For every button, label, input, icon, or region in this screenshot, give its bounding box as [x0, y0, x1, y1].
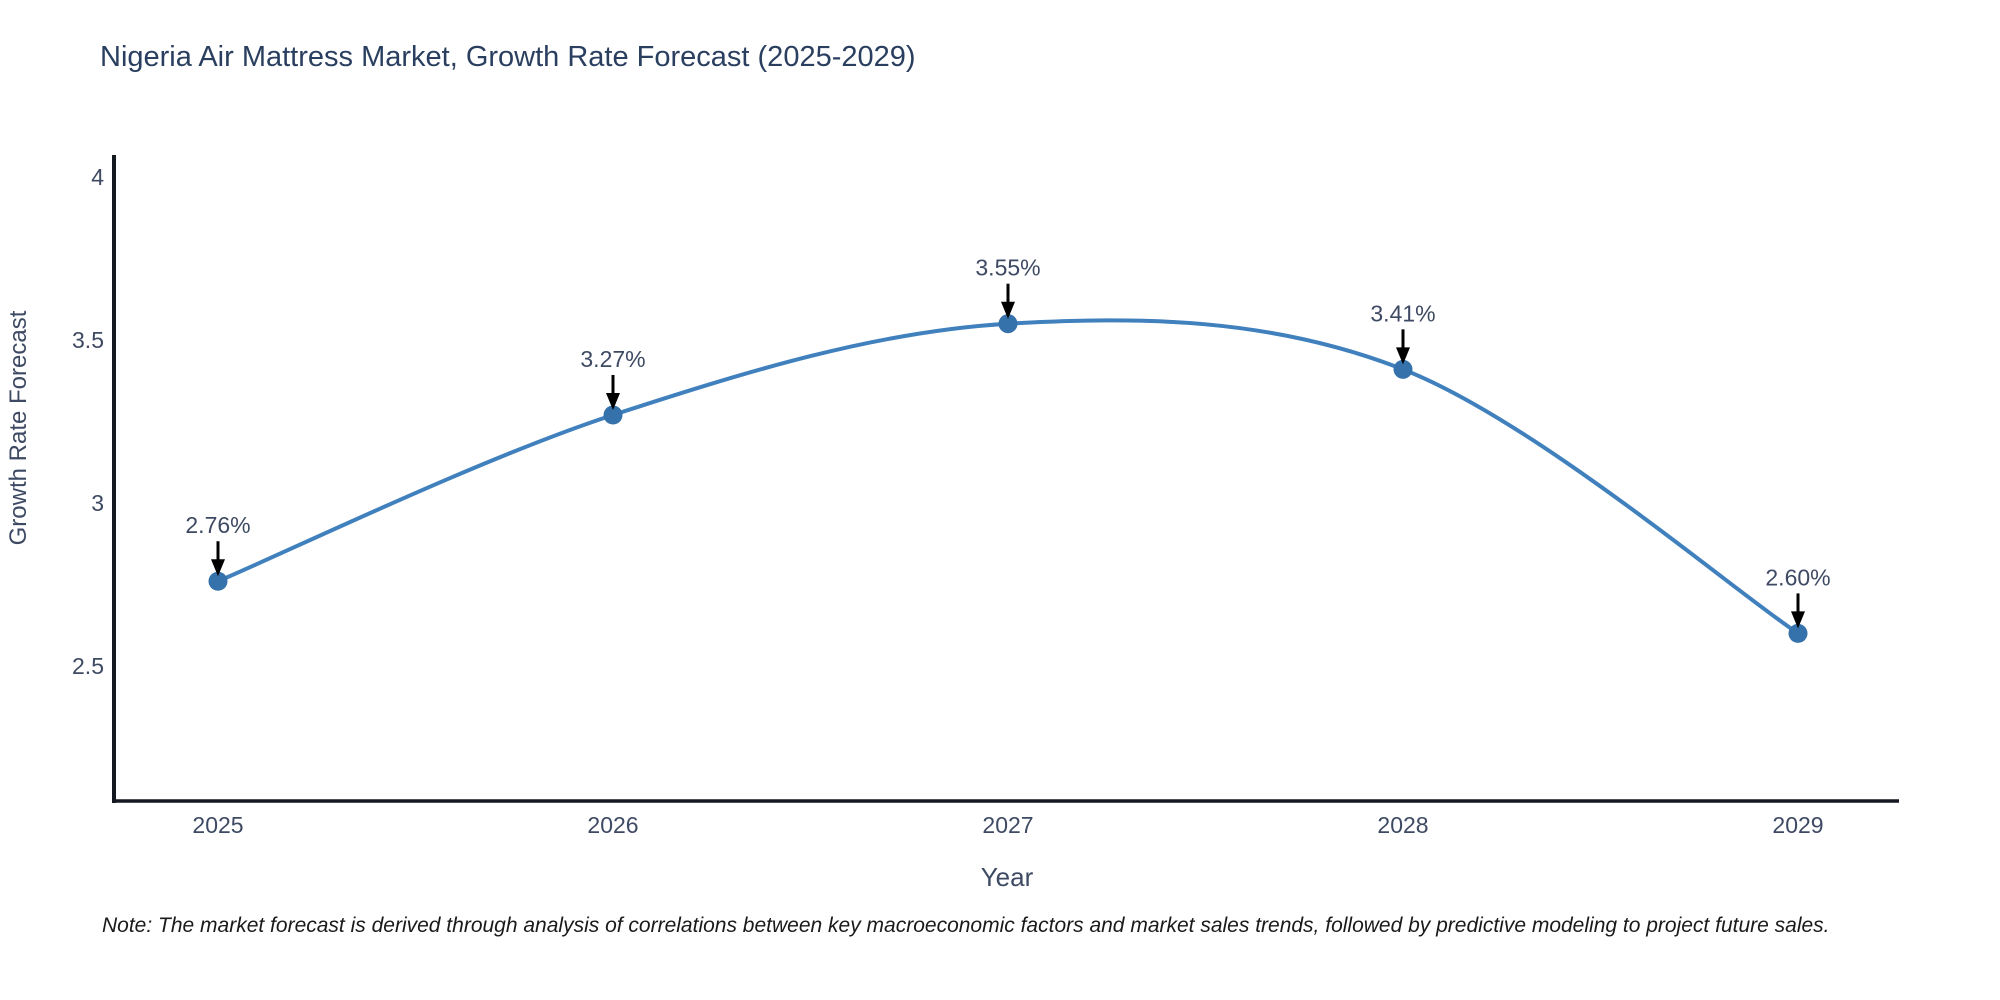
forecast-spline — [216, 318, 1800, 636]
y-axis-tick-labels: 4 3.5 3 2.5 — [72, 164, 104, 679]
footnote: Note: The market forecast is derived thr… — [102, 914, 1830, 937]
data-point-markers — [208, 314, 1808, 643]
point-value-label: 2.60% — [1765, 564, 1830, 590]
annotation-arrowhead-icon — [1001, 301, 1015, 319]
x-tick-label: 2025 — [192, 812, 243, 838]
chart-title: Nigeria Air Mattress Market, Growth Rate… — [100, 41, 916, 73]
data-point-marker — [208, 571, 228, 591]
y-tick-label: 2.5 — [72, 653, 104, 679]
x-tick-label: 2026 — [587, 812, 638, 838]
point-value-label: 3.55% — [975, 255, 1040, 281]
data-point-marker — [603, 405, 623, 425]
x-axis-title: Year — [981, 862, 1034, 892]
point-value-label: 3.41% — [1370, 300, 1435, 326]
y-tick-label: 4 — [91, 164, 104, 190]
data-point-marker — [998, 314, 1018, 334]
y-tick-label: 3.5 — [72, 327, 104, 353]
y-tick-label: 3 — [91, 490, 104, 516]
forecast-line-path — [216, 318, 1800, 636]
point-value-label: 3.27% — [580, 346, 645, 372]
x-tick-label: 2029 — [1772, 812, 1823, 838]
annotation-arrowhead-icon — [1791, 611, 1805, 629]
y-axis-title: Growth Rate Forecast — [5, 310, 32, 545]
annotation-arrowhead-icon — [211, 559, 225, 577]
data-point-marker — [1788, 623, 1808, 643]
annotation-arrowhead-icon — [1396, 347, 1410, 365]
x-axis-tick-labels: 2025 2026 2027 2028 2029 — [192, 812, 1823, 838]
point-value-label: 2.76% — [185, 512, 250, 538]
x-tick-label: 2027 — [982, 812, 1033, 838]
data-point-marker — [1393, 359, 1413, 379]
x-tick-label: 2028 — [1377, 812, 1428, 838]
annotation-arrowhead-icon — [606, 392, 620, 410]
point-value-annotations: 2.76% 3.27% 3.55% 3.41% 2.60% — [185, 255, 1831, 629]
